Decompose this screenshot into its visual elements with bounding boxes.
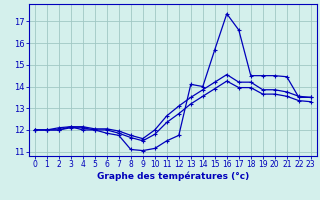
X-axis label: Graphe des températures (°c): Graphe des températures (°c): [97, 172, 249, 181]
